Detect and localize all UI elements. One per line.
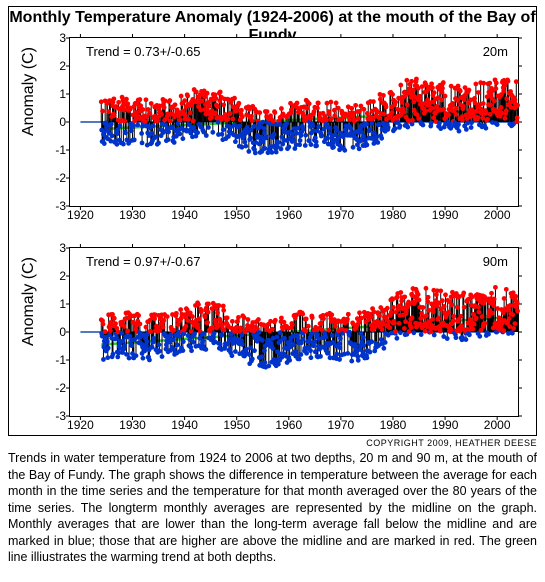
ytick-label: -1 [40, 143, 70, 157]
depth-label-90m: 90m [483, 254, 508, 269]
xtick-label: 1980 [380, 206, 407, 222]
copyright-line: COPYRIGHT 2009, HEATHER DEESE [8, 438, 537, 448]
ytick-label: 2 [40, 269, 70, 283]
ytick-label: 2 [40, 59, 70, 73]
ytick-label: -2 [40, 381, 70, 395]
ytick-label: 3 [40, 241, 70, 255]
xtick-label: 1990 [432, 416, 459, 432]
xtick-label: 1960 [275, 206, 302, 222]
xtick-label: 1980 [380, 416, 407, 432]
subplot-90m: Trend = 0.97+/-0.67 90m -3-2-10123192019… [69, 247, 519, 417]
points [99, 77, 520, 156]
trend-label-20m: Trend = 0.73+/-0.65 [86, 44, 200, 59]
subplot-20m: Trend = 0.73+/-0.65 20m -3-2-10123192019… [69, 37, 519, 207]
xtick-label: 1940 [171, 206, 198, 222]
xtick-label: 1930 [119, 206, 146, 222]
ytick-label: -3 [40, 199, 70, 213]
xtick-label: 1920 [67, 206, 94, 222]
ytick-label: 3 [40, 31, 70, 45]
ytick-label: -3 [40, 409, 70, 423]
ytick-label: 1 [40, 297, 70, 311]
ylabel-20m: Anomaly (C) [20, 116, 38, 136]
xtick-label: 1920 [67, 416, 94, 432]
xtick-label: 1930 [119, 416, 146, 432]
ytick-label: 1 [40, 87, 70, 101]
xtick-label: 2000 [484, 416, 511, 432]
xtick-label: 1990 [432, 206, 459, 222]
trend-label-90m: Trend = 0.97+/-0.67 [86, 254, 200, 269]
depth-label-20m: 20m [483, 44, 508, 59]
ytick-label: 0 [40, 325, 70, 339]
page: Monthly Temperature Anomaly (1924-2006) … [0, 0, 545, 574]
ytick-label: 0 [40, 115, 70, 129]
ytick-label: -2 [40, 171, 70, 185]
xtick-label: 1950 [223, 206, 250, 222]
plot-area-90m [70, 248, 518, 416]
xtick-label: 2000 [484, 206, 511, 222]
ytick-label: -1 [40, 353, 70, 367]
xtick-label: 1940 [171, 416, 198, 432]
chart-frame: Monthly Temperature Anomaly (1924-2006) … [8, 6, 537, 436]
xtick-label: 1960 [275, 416, 302, 432]
xtick-label: 1950 [223, 416, 250, 432]
xtick-label: 1970 [328, 416, 355, 432]
ylabel-90m: Anomaly (C) [20, 326, 38, 346]
caption-text: Trends in water temperature from 1924 to… [8, 450, 537, 566]
plot-area-20m [70, 38, 518, 206]
xtick-label: 1970 [328, 206, 355, 222]
